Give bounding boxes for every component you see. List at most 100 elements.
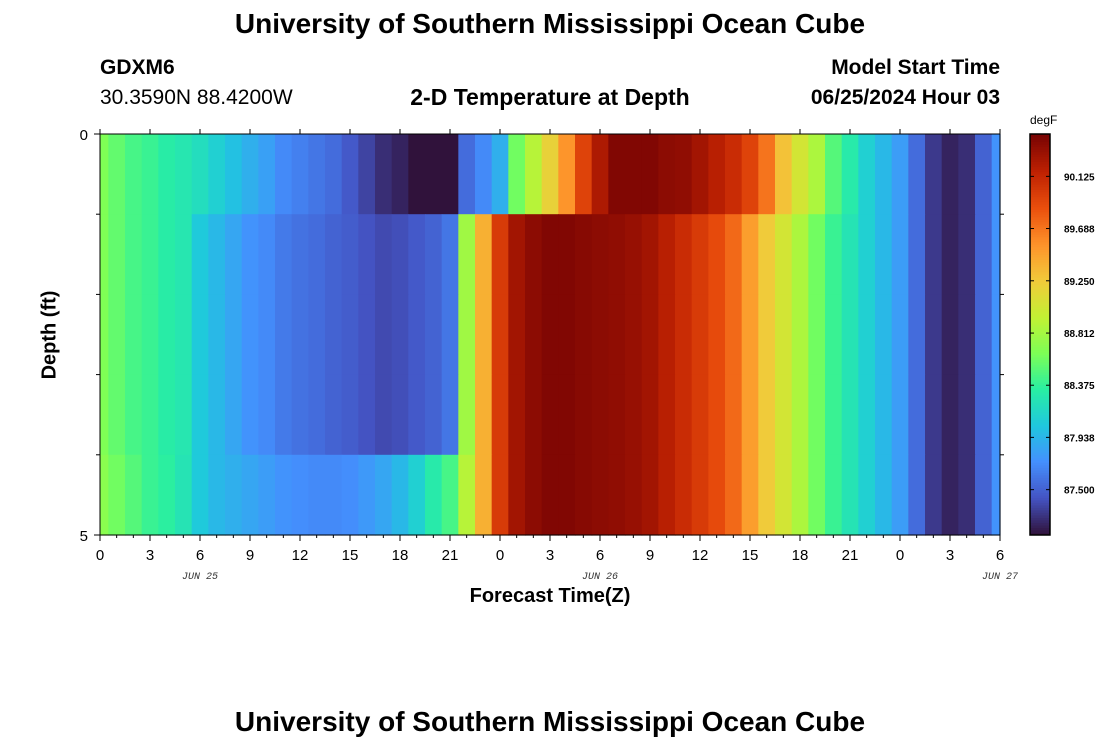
colorbar-segment — [1030, 314, 1050, 318]
colorbar-segment — [1030, 502, 1050, 506]
heatmap-cell — [758, 134, 776, 215]
heatmap-cell — [258, 134, 276, 215]
colorbar-tick-label: 89.688 — [1064, 225, 1095, 236]
heatmap-cell — [908, 374, 926, 456]
colorbar-segment — [1030, 339, 1050, 343]
heatmap-cell — [458, 214, 476, 295]
x-tick-label: 12 — [292, 547, 309, 564]
heatmap-cell — [925, 374, 943, 456]
heatmap-cell — [575, 134, 593, 215]
heatmap-cell — [841, 214, 859, 295]
colorbar-tick-label: 90.125 — [1064, 172, 1095, 183]
heatmap-cell — [100, 454, 109, 536]
heatmap-cell — [308, 214, 326, 295]
heatmap-cell — [725, 134, 743, 215]
heatmap-cell — [941, 214, 959, 295]
heatmap-cell — [708, 454, 726, 536]
colorbar-segment — [1030, 274, 1050, 278]
heatmap-cell — [925, 294, 943, 376]
heatmap-cell — [541, 374, 559, 456]
x-tick-label: 15 — [742, 547, 759, 564]
x-tick-label: 21 — [842, 547, 859, 564]
heatmap-cell — [408, 374, 426, 456]
heatmap-cell — [858, 214, 876, 295]
heatmap-cell — [725, 374, 743, 456]
chart-subtitle: 2-D Temperature at Depth — [410, 84, 690, 110]
heatmap-cell — [325, 134, 343, 215]
colorbar-segment — [1030, 311, 1050, 315]
heatmap-cell — [641, 134, 659, 215]
colorbar-segment — [1030, 209, 1050, 213]
heatmap-cell — [875, 454, 893, 536]
heatmap-cell — [508, 214, 526, 295]
heatmap-cell — [575, 214, 593, 295]
colorbar-segment — [1030, 291, 1050, 295]
colorbar: 90.125 89.688 89.250 88.812 88.375 87.938 87.5… — [1029, 133, 1095, 536]
colorbar-tick-label: 88.375 — [1064, 381, 1095, 392]
colorbar-segment — [1030, 477, 1050, 481]
heatmap-cell — [391, 214, 409, 295]
x-tick-label: 0 — [896, 547, 904, 564]
heatmap-cell — [525, 294, 543, 376]
model-start-label: Model Start Time — [831, 56, 1000, 79]
heatmap-cell — [825, 294, 843, 376]
colorbar-segment — [1030, 199, 1050, 203]
heatmap-cell — [358, 214, 376, 295]
y-tick-label: 0 — [80, 127, 88, 144]
heatmap-cell — [691, 134, 709, 215]
colorbar-segment — [1030, 184, 1050, 188]
heatmap-cell — [791, 294, 809, 376]
colorbar-segment — [1030, 221, 1050, 225]
heatmap-cell — [925, 214, 943, 295]
colorbar-segment — [1030, 229, 1050, 233]
colorbar-segment — [1030, 392, 1050, 396]
colorbar-frame — [1029, 133, 1051, 536]
heatmap-cell — [241, 374, 259, 456]
heatmap-cell — [275, 374, 293, 456]
colorbar-segment — [1030, 251, 1050, 255]
heatmap-cell — [358, 454, 376, 536]
heatmap-cell — [541, 294, 559, 376]
colorbar-segment — [1030, 301, 1050, 305]
heatmap-cell — [825, 374, 843, 456]
colorbar-segment — [1030, 367, 1050, 371]
heatmap-cell — [808, 374, 826, 456]
heatmap-cell — [408, 214, 426, 295]
colorbar-tick-label: 87.500 — [1064, 486, 1095, 497]
colorbar-segment — [1030, 527, 1050, 531]
heatmap-cell — [325, 374, 343, 456]
colorbar-segment — [1030, 226, 1050, 230]
colorbar-segment — [1030, 342, 1050, 346]
colorbar-segment — [1030, 279, 1050, 283]
colorbar-segment — [1030, 362, 1050, 366]
colorbar-segment — [1030, 484, 1050, 488]
heatmap-cell — [675, 214, 693, 295]
heatmap-cell — [208, 454, 226, 536]
x-tick-label: 3 — [146, 547, 154, 564]
x-axis-label: Forecast Time(Z) — [469, 585, 631, 607]
heatmap-cell — [375, 454, 393, 536]
colorbar-segment — [1030, 429, 1050, 433]
colorbar-segment — [1030, 321, 1050, 325]
colorbar-segment — [1030, 181, 1050, 185]
colorbar-segment — [1030, 419, 1050, 423]
colorbar-segment — [1030, 286, 1050, 290]
heatmap-cell — [675, 134, 693, 215]
heatmap-cell — [775, 454, 793, 536]
heatmap-cell — [608, 214, 626, 295]
heatmap-cell — [308, 294, 326, 376]
heatmap-cell — [458, 374, 476, 456]
colorbar-segment — [1030, 309, 1050, 313]
heatmap-cell — [125, 134, 143, 215]
heatmap-cell — [591, 214, 609, 295]
colorbar-segment — [1030, 409, 1050, 413]
colorbar-segment — [1030, 211, 1050, 215]
heatmap-cell — [175, 454, 193, 536]
heatmap-cell — [508, 294, 526, 376]
heatmap-cell — [341, 134, 359, 215]
date-label: JUN 25 — [182, 572, 218, 583]
heatmap-cell — [108, 454, 126, 536]
heatmap-cell — [808, 214, 826, 295]
colorbar-segment — [1030, 241, 1050, 245]
colorbar-segment — [1030, 316, 1050, 320]
